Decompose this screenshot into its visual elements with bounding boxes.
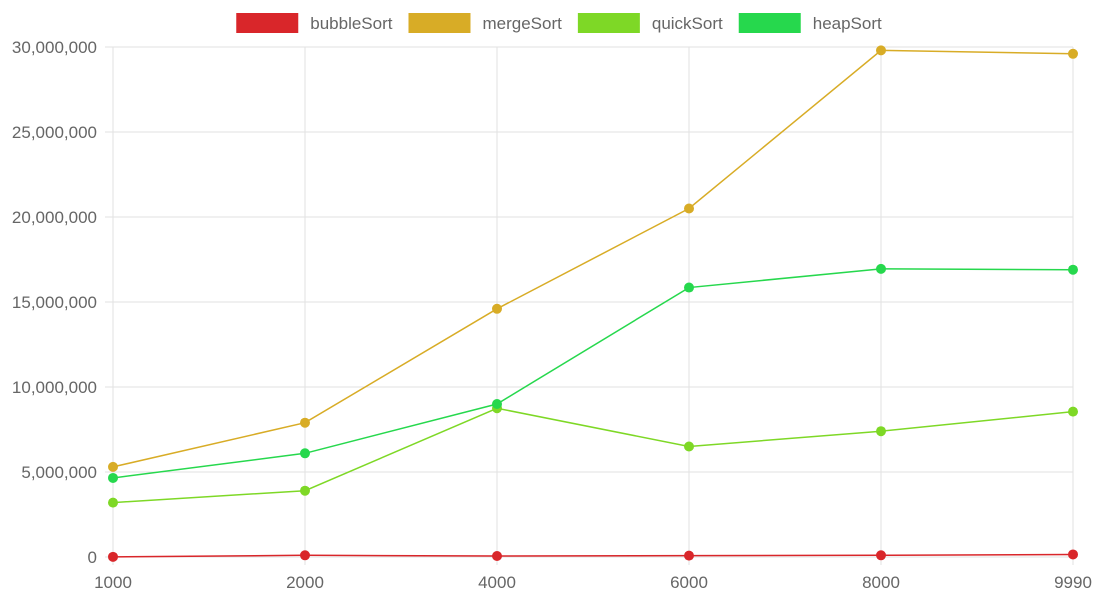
legend-item-quicksort[interactable]: quickSort xyxy=(577,13,723,33)
series-quicksort xyxy=(108,403,1078,508)
data-point-quicksort[interactable] xyxy=(684,441,694,452)
y-axis: 0 5,000,000 10,000,000 15,000,000 20,000,000… xyxy=(12,38,97,567)
series-heapsort xyxy=(108,263,1078,483)
legend-item-mergesort[interactable]: mergeSort xyxy=(408,13,562,33)
series-mergesort xyxy=(108,45,1078,472)
data-point-heapsort[interactable] xyxy=(876,263,886,274)
data-point-heapsort[interactable] xyxy=(108,472,118,483)
x-tick-label: 8000 xyxy=(862,573,900,592)
data-point-mergesort[interactable] xyxy=(492,303,502,314)
x-axis: 1000 2000 4000 6000 8000 9990 xyxy=(94,573,1092,592)
data-point-bubblesort[interactable] xyxy=(300,550,310,561)
data-point-mergesort[interactable] xyxy=(108,461,118,472)
series-layer xyxy=(108,45,1078,562)
series-bubblesort xyxy=(108,549,1078,562)
series-line-mergesort xyxy=(112,49,1074,468)
y-tick-label: 10,000,000 xyxy=(12,378,97,397)
legend-swatch xyxy=(408,13,471,33)
data-point-heapsort[interactable] xyxy=(492,399,502,409)
series-line-heapsort xyxy=(112,268,1074,479)
data-point-heapsort[interactable] xyxy=(1068,264,1078,275)
y-tick-label: 15,000,000 xyxy=(12,293,97,312)
data-point-bubblesort[interactable] xyxy=(1068,549,1078,560)
y-tick-label: 5,000,000 xyxy=(21,463,97,482)
data-point-bubblesort[interactable] xyxy=(684,550,694,561)
x-tick-label: 1000 xyxy=(94,573,132,592)
data-point-heapsort[interactable] xyxy=(300,448,310,459)
x-tick-label: 9990 xyxy=(1054,573,1092,592)
grid xyxy=(105,46,1074,565)
series-line-bubblesort xyxy=(112,553,1074,558)
data-point-mergesort[interactable] xyxy=(684,203,694,214)
legend-swatch xyxy=(577,13,640,33)
x-tick-label: 4000 xyxy=(478,573,516,592)
data-point-quicksort[interactable] xyxy=(876,426,886,437)
legend-label: heapSort xyxy=(813,14,882,33)
x-tick-label: 6000 xyxy=(670,573,708,592)
legend-swatch xyxy=(236,13,299,33)
data-point-quicksort[interactable] xyxy=(1068,406,1078,417)
series-line-quicksort xyxy=(112,407,1074,504)
legend-item-heapsort[interactable]: heapSort xyxy=(738,13,882,33)
legend: bubbleSort mergeSort quickSort heapSort xyxy=(236,13,882,33)
data-point-mergesort[interactable] xyxy=(300,417,310,428)
y-tick-label: 25,000,000 xyxy=(12,123,97,142)
data-point-quicksort[interactable] xyxy=(300,485,310,496)
legend-label: mergeSort xyxy=(482,14,562,33)
y-tick-label: 30,000,000 xyxy=(12,38,97,57)
data-point-mergesort[interactable] xyxy=(1068,48,1078,59)
legend-swatch xyxy=(738,13,801,33)
y-tick-label: 20,000,000 xyxy=(12,208,97,227)
legend-item-bubblesort[interactable]: bubbleSort xyxy=(236,13,393,33)
legend-label: quickSort xyxy=(652,14,723,33)
data-point-bubblesort[interactable] xyxy=(108,551,118,562)
y-tick-label: 0 xyxy=(88,548,97,567)
legend-label: bubbleSort xyxy=(310,14,393,33)
data-point-mergesort[interactable] xyxy=(876,45,886,56)
x-tick-label: 2000 xyxy=(286,573,324,592)
data-point-quicksort[interactable] xyxy=(108,497,118,508)
data-point-bubblesort[interactable] xyxy=(876,550,886,561)
data-point-bubblesort[interactable] xyxy=(492,550,502,561)
data-point-heapsort[interactable] xyxy=(684,282,694,293)
